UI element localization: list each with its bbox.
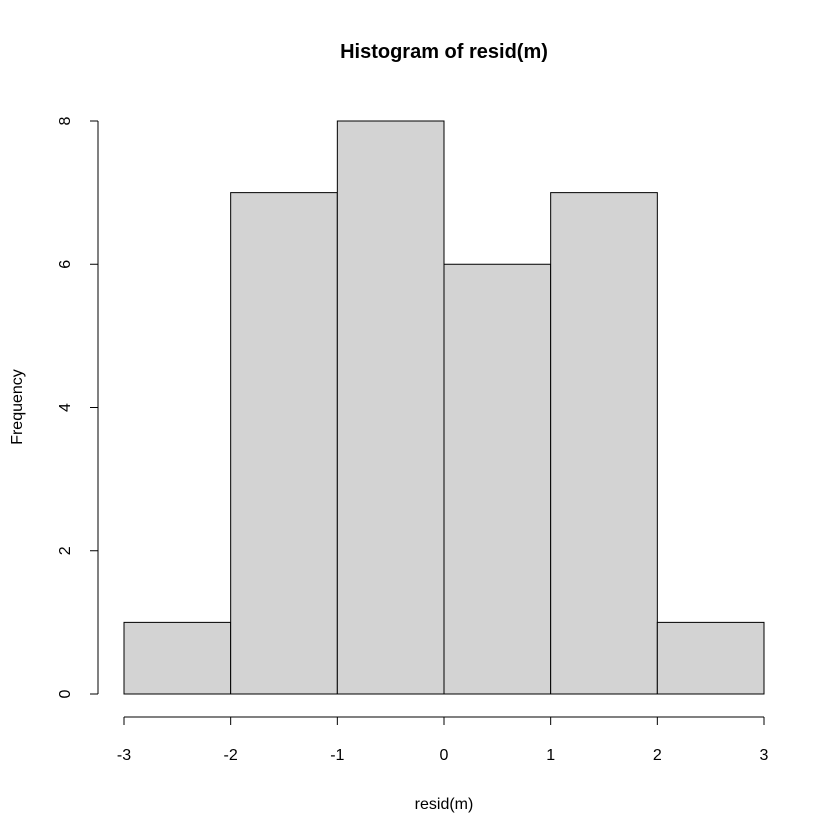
x-tick-label-5: 2 — [653, 747, 662, 764]
x-tick-label-6: 3 — [760, 747, 769, 764]
x-axis-label: resid(m) — [415, 796, 474, 813]
bar-2 — [336, 120, 445, 695]
y-axis: 0 2 4 6 8 — [57, 116, 99, 698]
bar-1 — [230, 192, 338, 695]
chart-title: Histogram of resid(m) — [340, 41, 548, 63]
x-tick-label-0: -3 — [117, 747, 131, 764]
x-tick-label-3: 0 — [440, 747, 449, 764]
x-tick-label-1: -2 — [224, 747, 238, 764]
bar-3 — [443, 263, 552, 695]
y-tick-label-1: 2 — [57, 546, 74, 555]
bars-group — [123, 120, 765, 695]
y-tick-label-3: 6 — [57, 260, 74, 269]
x-tick-label-2: -1 — [330, 747, 344, 764]
y-tick-label-4: 8 — [57, 116, 74, 125]
bar-0 — [123, 621, 232, 695]
y-tick-label-0: 0 — [57, 689, 74, 698]
y-tick-label-2: 4 — [57, 403, 74, 412]
bar-4 — [550, 192, 658, 695]
x-tick-label-4: 1 — [546, 747, 555, 764]
y-axis-label: Frequency — [9, 369, 26, 445]
bar-5 — [656, 621, 765, 695]
x-axis: -3 -2 -1 0 1 2 3 — [117, 716, 769, 764]
